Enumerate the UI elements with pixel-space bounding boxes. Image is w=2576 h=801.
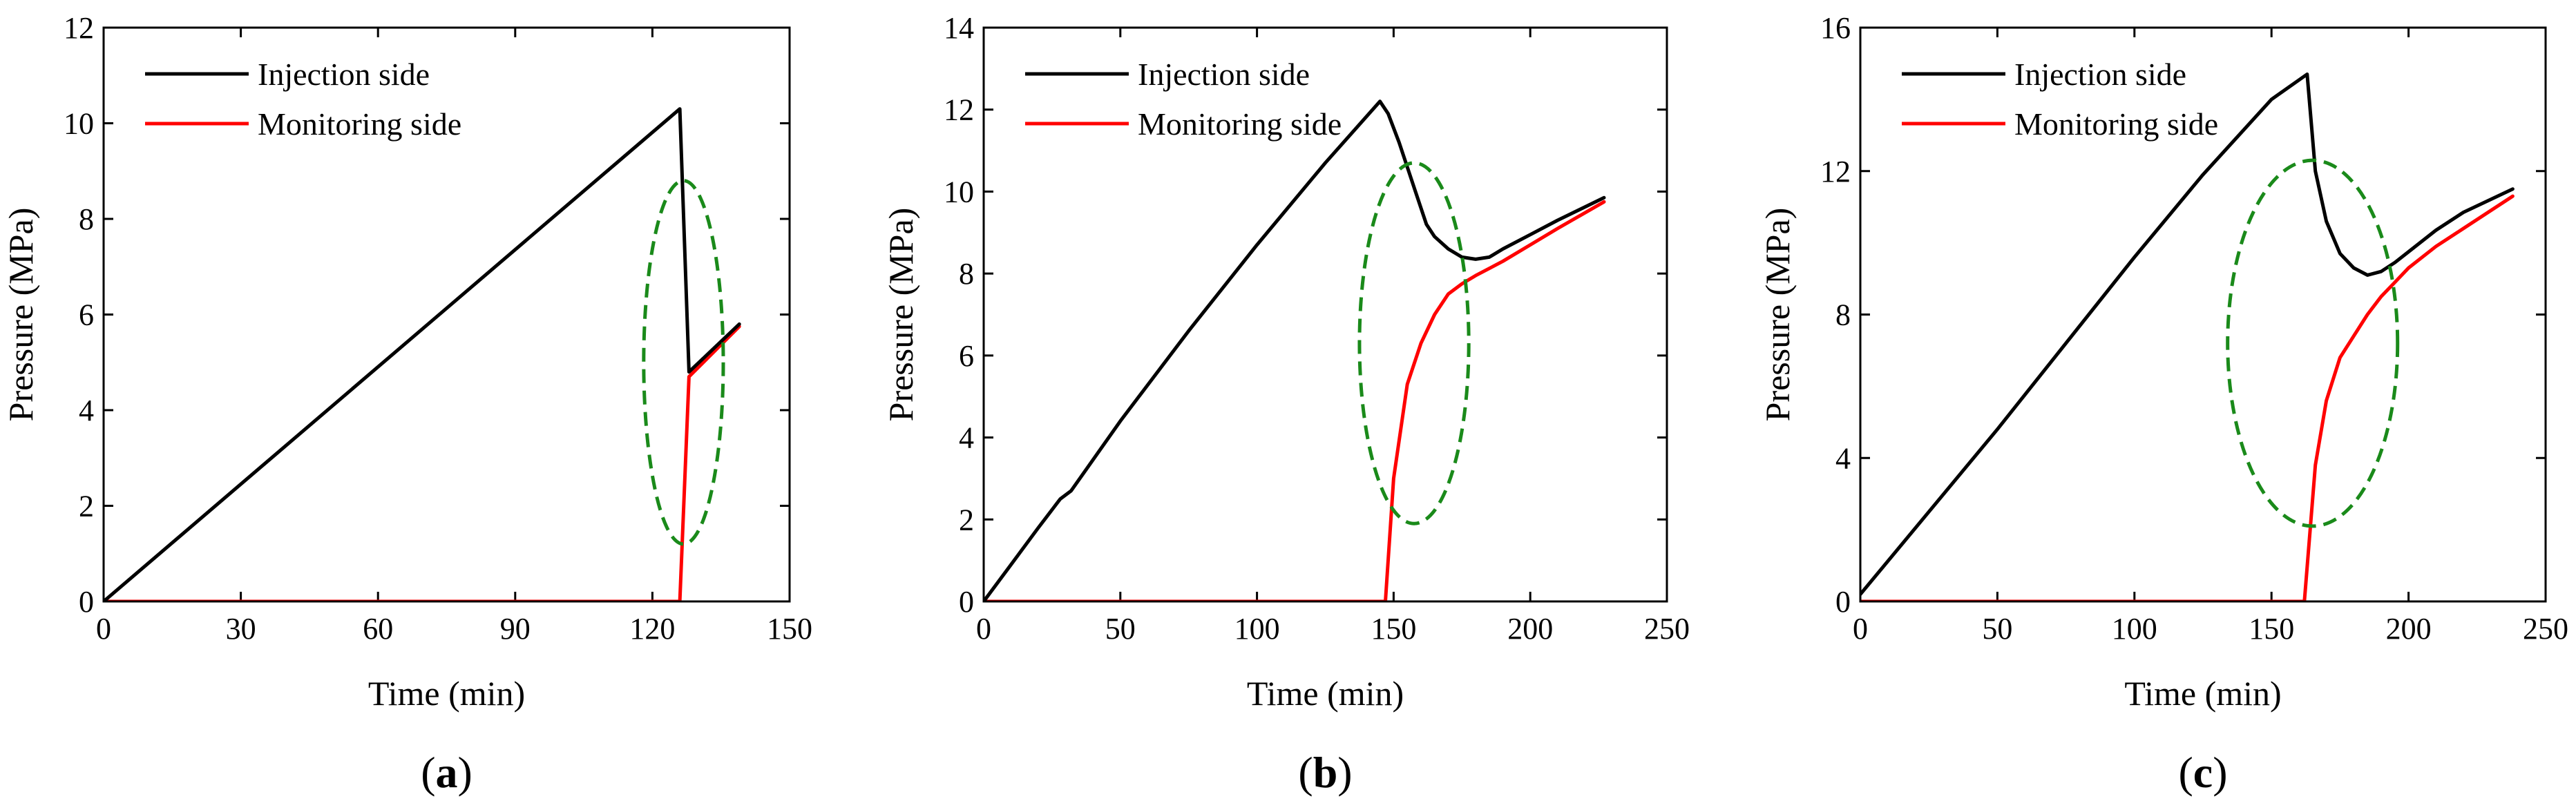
y-axis-label: Pressure (MPa): [1758, 208, 1797, 422]
y-tick-label: 12: [64, 11, 94, 45]
x-tick-label: 0: [1853, 612, 1868, 646]
x-tick-label: 200: [2386, 612, 2432, 646]
x-axis-label: Time (min): [368, 674, 525, 713]
y-tick-label: 6: [959, 339, 974, 373]
plot-frame: [1859, 26, 2547, 603]
plot-frame: [982, 26, 1668, 603]
plot-area: [104, 107, 741, 601]
y-tick-label: 4: [79, 394, 94, 427]
panel-letter: c: [2193, 748, 2213, 797]
x-tick-label: 150: [767, 612, 812, 646]
panel-label: (c): [2178, 748, 2227, 797]
x-tick-label: 90: [500, 612, 531, 646]
x-axis-label: Time (min): [1247, 674, 1404, 713]
y-tick-label: 12: [1820, 155, 1851, 189]
highlight-ellipse: [2226, 158, 2400, 528]
x-tick-label: 100: [2112, 612, 2157, 646]
legend-label-injection-side: Injection side: [2014, 57, 2186, 92]
panel-label: (b): [1298, 748, 1352, 797]
y-tick-label: 0: [1835, 585, 1851, 619]
y-tick-label: 10: [64, 107, 94, 141]
x-tick-label: 250: [1644, 612, 1690, 646]
y-axis-label: Pressure (MPa): [1, 208, 40, 422]
y-tick-label: 8: [959, 257, 974, 291]
chart-panel-a: 0 30 60 90 120 150 0 2 4 6 8 10 12 Time (min) Pressure…: [1, 11, 812, 797]
legend-label-injection-side: Injection side: [1138, 57, 1310, 92]
y-axis-label: Pressure (MPa): [881, 208, 920, 422]
plot-area: [1860, 73, 2515, 601]
x-tick-label: 100: [1234, 612, 1280, 646]
x-tick-label: 150: [2249, 612, 2294, 646]
x-tick-label: 30: [226, 612, 256, 646]
y-tick-label: 6: [79, 298, 94, 332]
series-line-monitoring-side: [984, 200, 1606, 601]
y-tick-label: 16: [1820, 11, 1851, 45]
y-tick-label: 0: [79, 585, 94, 619]
y-tick-label: 14: [944, 11, 974, 45]
y-tick-label: 8: [1835, 298, 1851, 332]
legend: Injection side Monitoring side: [1902, 57, 2218, 142]
plot-area: [984, 99, 1606, 601]
legend-label-monitoring-side: Monitoring side: [1138, 106, 1342, 142]
panel-letter: b: [1313, 748, 1338, 797]
legend: Injection side Monitoring side: [145, 57, 461, 142]
y-tick-label: 8: [79, 202, 94, 236]
legend-label-monitoring-side: Monitoring side: [258, 106, 461, 142]
x-tick-label: 200: [1507, 612, 1553, 646]
x-tick-label: 50: [1105, 612, 1136, 646]
x-tick-label: 0: [96, 612, 111, 646]
y-tick-label: 4: [1835, 441, 1851, 475]
x-tick-label: 0: [976, 612, 991, 646]
y-tick-label: 0: [959, 585, 974, 619]
legend-label-injection-side: Injection side: [258, 57, 430, 92]
x-tick-label: 250: [2523, 612, 2568, 646]
y-tick-label: 12: [944, 93, 974, 127]
panel-label: (a): [421, 748, 473, 797]
y-tick-label: 2: [79, 490, 94, 523]
series-line-injection-side: [104, 107, 741, 601]
panel-letter: a: [436, 748, 458, 797]
y-tick-label: 4: [959, 421, 974, 455]
y-tick-label: 2: [959, 503, 974, 537]
series-line-injection-side: [984, 99, 1606, 601]
x-tick-label: 150: [1371, 612, 1416, 646]
highlight-ellipse: [642, 179, 725, 546]
series-line-injection-side: [1860, 73, 2515, 597]
chart-panel-c: 0 50 100 150 200 250 0 4 8 12 16 Time (min) Pressure…: [1758, 11, 2568, 797]
series-line-monitoring-side: [1860, 194, 2515, 601]
highlight-ellipse: [1357, 161, 1471, 525]
legend: Injection side Monitoring side: [1025, 57, 1342, 142]
legend-label-monitoring-side: Monitoring side: [2014, 106, 2218, 142]
series-line-monitoring-side: [104, 325, 741, 601]
x-tick-label: 50: [1982, 612, 2012, 646]
x-tick-label: 60: [363, 612, 393, 646]
plot-frame: [102, 26, 791, 603]
chart-panel-b: 0 50 100 150 200 250 0 2 4 6 8 10 12 14 Time (min) Pres…: [881, 11, 1690, 797]
x-axis-label: Time (min): [2124, 674, 2281, 713]
x-tick-label: 120: [629, 612, 675, 646]
y-tick-label: 10: [944, 175, 974, 209]
